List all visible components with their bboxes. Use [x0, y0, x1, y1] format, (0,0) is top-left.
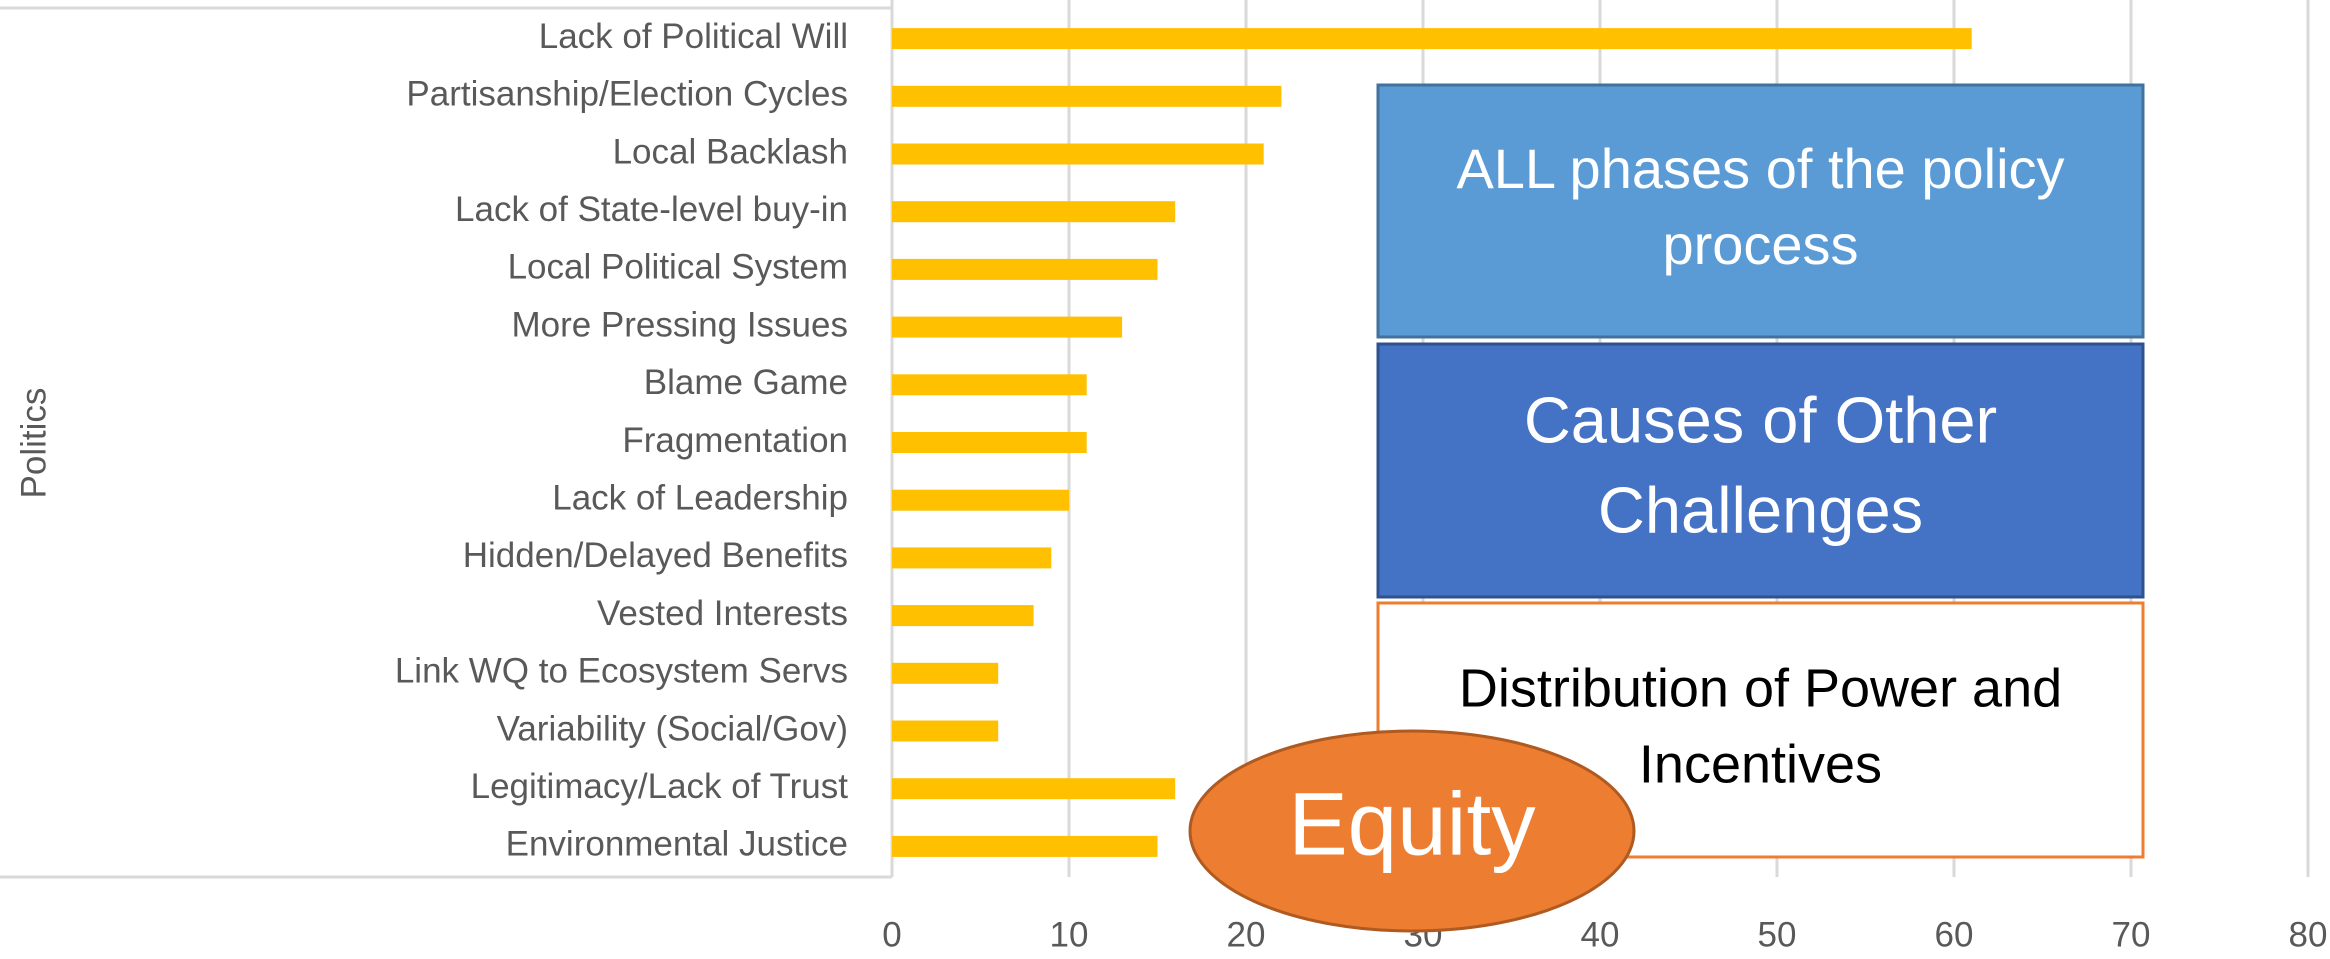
bar	[892, 662, 999, 684]
annotation-text: Challenges	[1598, 474, 1923, 547]
annotation-box	[1376, 83, 2145, 339]
y-tick-label: Lack of Leadership	[552, 478, 848, 517]
bar	[892, 835, 1158, 857]
y-tick-label: Link WQ to Ecosystem Servs	[395, 652, 848, 691]
y-tick-label: Lack of State-level buy-in	[455, 190, 848, 229]
bar	[892, 374, 1087, 396]
bar	[892, 720, 999, 742]
bar	[892, 28, 1972, 50]
bar	[892, 432, 1087, 453]
annotation-text: Equity	[1288, 774, 1536, 874]
x-tick-label: 50	[1758, 915, 1797, 954]
x-tick-label: 60	[1935, 915, 1974, 954]
bar	[892, 489, 1069, 511]
y-tick-label: Lack of Political Will	[539, 17, 848, 56]
x-tick-label: 10	[1050, 915, 1089, 954]
x-tick-label: 20	[1227, 915, 1266, 954]
bar	[892, 316, 1123, 338]
bar	[892, 143, 1264, 165]
x-tick-label: 40	[1581, 915, 1620, 954]
bar	[892, 201, 1176, 223]
y-tick-label: Variability (Social/Gov)	[497, 709, 848, 748]
y-tick-label: Partisanship/Election Cycles	[406, 75, 848, 114]
y-tick-label: Hidden/Delayed Benefits	[463, 536, 848, 575]
annotation-text: ALL phases of the policy	[1456, 137, 2064, 200]
bar	[892, 85, 1282, 107]
annotation-ellipse	[1188, 729, 1636, 933]
bar	[892, 778, 1176, 800]
annotation-text: Distribution of Power and	[1459, 658, 2062, 718]
y-tick-label: Local Backlash	[613, 132, 848, 171]
y-tick-label: Legitimacy/Lack of Trust	[471, 767, 849, 806]
y-tick-label: Fragmentation	[622, 421, 848, 460]
annotation-text: process	[1662, 213, 1858, 276]
bar	[892, 605, 1034, 627]
y-axis-label: Politics	[14, 388, 53, 499]
y-tick-label: Environmental Justice	[506, 825, 848, 864]
y-tick-label: More Pressing Issues	[511, 305, 848, 344]
bar	[892, 258, 1158, 280]
annotation-text: Incentives	[1639, 734, 1882, 794]
bar	[892, 547, 1052, 569]
x-tick-label: 80	[2289, 915, 2328, 954]
y-tick-label: Blame Game	[644, 363, 848, 402]
y-tick-label: Vested Interests	[597, 594, 848, 633]
y-tick-label: Local Political System	[508, 248, 848, 287]
x-tick-label: 0	[882, 915, 901, 954]
annotation-box	[1376, 342, 2145, 599]
annotation-text: Causes of Other	[1524, 384, 1997, 457]
x-tick-label: 70	[2112, 915, 2151, 954]
